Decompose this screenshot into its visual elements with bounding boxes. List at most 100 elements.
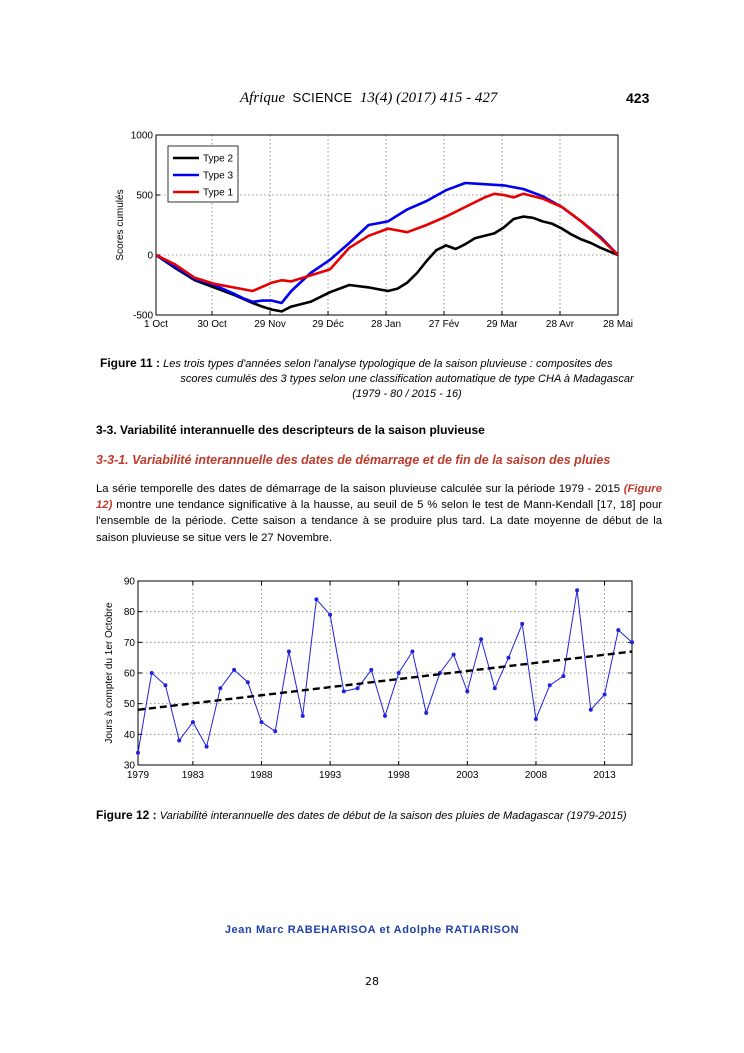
y-tick-label: 90: [124, 577, 136, 588]
y-tick-label: 0: [147, 251, 153, 262]
x-tick-label: 28 Avr: [546, 319, 575, 330]
tick-labels: 1 Oct 30 Oct 29 Nov 29 Déc 28 Jan 27 Fév 29 Ma…: [131, 131, 633, 331]
figure-12-chart: 1979 1983 1988 1993 1998 2003 2008 2013 30 40 50 60…: [104, 577, 634, 781]
y-axis-label: Jours à compter du 1er Octobre: [104, 602, 115, 744]
caption-text: Variabilité interannuelle des dates de d…: [159, 810, 627, 822]
data-point: [451, 652, 456, 657]
legend-label: Type 1: [203, 188, 233, 199]
data-point: [492, 686, 497, 691]
data-point: [355, 686, 360, 691]
caption-label: Figure 12 :: [96, 808, 157, 822]
plot-frame: [137, 580, 633, 766]
series-line-onset-dates: [137, 590, 633, 753]
journal-title: Afrique SCIENCE 13(4) (2017) 415 - 427: [240, 90, 498, 106]
x-tick-label: 2003: [456, 770, 479, 781]
data-point: [547, 683, 552, 688]
caption-text: Les trois types d'années selon l'analyse…: [163, 358, 613, 370]
y-tick-label: 500: [136, 191, 153, 202]
caption-text: scores cumulés des 3 types selon une cla…: [180, 373, 634, 385]
section-heading: 3-3. Variabilité interannuelle des descr…: [96, 423, 485, 437]
figure-reference: (Figure 12): [96, 483, 662, 512]
data-point: [300, 713, 305, 718]
x-tick-label: 1 Oct: [144, 319, 168, 330]
x-tick-label: 27 Fév: [429, 319, 460, 330]
y-tick-label: 70: [124, 638, 136, 649]
x-tick-label: 2013: [593, 770, 616, 781]
data-point: [328, 612, 333, 617]
y-tick-label: 50: [124, 699, 136, 710]
data-point: [245, 680, 250, 685]
data-point: [616, 628, 621, 633]
data-point: [314, 597, 319, 602]
x-tick-label: 1988: [250, 770, 273, 781]
subsection-heading: 3-3-1. Variabilité interannuelle des dat…: [96, 453, 611, 467]
data-point: [149, 671, 154, 675]
x-tick-label: 1983: [182, 770, 205, 781]
figure-12-caption: Figure 12 : Variabilité interannuelle de…: [96, 808, 627, 824]
data-point: [396, 671, 401, 675]
data-point: [602, 692, 607, 697]
data-point: [479, 637, 484, 642]
data-point: [465, 689, 470, 694]
figure-11-caption: Figure 11 : Les trois types d'années sel…: [100, 356, 660, 402]
series-line-type-2: [155, 215, 619, 313]
data-point: [177, 738, 182, 743]
x-tick-label: 28 Jan: [371, 319, 401, 330]
tick-labels: 1979 1983 1988 1993 1998 2003 2008 2013 30 40 50 60…: [124, 577, 632, 781]
legend-label: Type 3: [203, 171, 233, 182]
data-point: [341, 689, 346, 694]
data-point: [561, 674, 566, 679]
body-paragraph: La série temporelle des dates de démarra…: [96, 483, 662, 544]
x-tick-label: 30 Oct: [197, 319, 227, 330]
series-lines: [155, 181, 619, 313]
x-tick-label: 29 Déc: [312, 319, 344, 330]
y-tick-label: 60: [124, 669, 136, 680]
data-point: [232, 667, 237, 672]
data-point: [533, 717, 538, 721]
caption-text: (1979 - 80 / 2015 - 16): [352, 388, 462, 400]
authors: Jean Marc RABEHARISOA et Adolphe RATIARI…: [224, 924, 520, 936]
y-tick-label: 1000: [131, 131, 154, 142]
data-point: [286, 649, 291, 654]
data-point: [136, 750, 140, 755]
y-tick-label: -500: [133, 311, 153, 322]
y-axis-label: Scores cumulés: [115, 189, 126, 260]
data-point: [520, 621, 525, 626]
data-point: [273, 729, 278, 734]
page-number: 28: [365, 975, 379, 988]
data-point: [369, 667, 374, 672]
legend-label: Type 2: [203, 154, 233, 165]
running-header: Afrique SCIENCE 13(4) (2017) 415 - 427 4…: [0, 88, 744, 114]
series-lines: [136, 588, 634, 755]
data-point: [424, 710, 429, 715]
x-tick-label: 1979: [127, 770, 150, 781]
data-point: [588, 707, 593, 712]
grid: [138, 581, 632, 765]
y-tick-label: 30: [124, 761, 136, 772]
caption-label: Figure 11 :: [100, 356, 161, 370]
data-point: [259, 720, 264, 725]
data-point: [218, 686, 223, 691]
series-line-type-3: [155, 181, 619, 305]
data-point: [506, 655, 511, 660]
legend: Type 2 Type 3 Type 1: [167, 145, 239, 203]
x-tick-label: 2008: [525, 770, 548, 781]
data-point: [204, 744, 209, 749]
data-point: [163, 683, 168, 688]
x-tick-label: 28 Mai: [603, 319, 633, 330]
journal-page-number: 423: [626, 90, 650, 106]
y-tick-label: 40: [124, 730, 136, 741]
x-tick-label: 1993: [319, 770, 342, 781]
data-point: [383, 713, 387, 718]
trend-line: [137, 650, 633, 711]
y-tick-label: 80: [124, 607, 136, 618]
data-point: [575, 588, 580, 593]
x-tick-label: 1998: [388, 770, 411, 781]
data-point: [410, 649, 415, 654]
x-tick-label: 29 Mar: [486, 319, 518, 330]
data-point: [630, 640, 634, 645]
plot-frame: [155, 134, 619, 316]
figure-11-chart: 1 Oct 30 Oct 29 Nov 29 Déc 28 Jan 27 Fév 29 Ma…: [115, 131, 633, 331]
x-tick-label: 29 Nov: [254, 319, 286, 330]
data-point: [190, 720, 195, 725]
